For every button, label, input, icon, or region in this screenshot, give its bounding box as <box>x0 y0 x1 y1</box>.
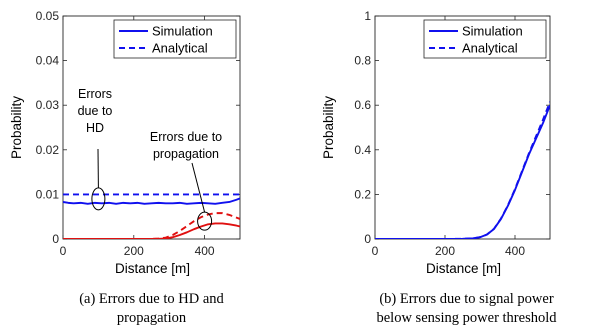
y-tick-label: 0 <box>52 232 59 246</box>
y-tick-label: 0 <box>364 232 371 246</box>
y-tick-label: 0.05 <box>36 9 60 23</box>
chart-a: 0 0.01 0.02 0.03 0.04 0.05 0 200 400 Distance [m]… <box>9 9 241 326</box>
annotation-prop-text: Errors due to <box>150 130 222 144</box>
series-line-hd-solid <box>63 197 240 205</box>
legend-label-analytical: Analytical <box>462 41 518 56</box>
chart-b: 0 0.2 0.4 0.6 0.8 1 0 200 400 Distance [m] Probabi… <box>321 9 557 326</box>
series-line-prop-dashed <box>63 212 240 239</box>
caption-line: (b) Errors due to signal power <box>379 291 554 307</box>
annotation-prop-ellipse <box>197 211 213 231</box>
annotation-hd-text: HD <box>86 121 104 135</box>
caption-line: (a) Errors due to HD and <box>79 291 224 307</box>
series-line-solid <box>375 104 550 239</box>
annotation-hd-ellipse <box>91 187 106 211</box>
series-line-dashed <box>375 101 550 239</box>
y-tick-label: 0.8 <box>354 54 371 68</box>
y-tick-label: 0.6 <box>354 98 371 112</box>
caption-line: below sensing power threshold <box>376 310 557 326</box>
legend-label-simulation: Simulation <box>152 24 213 39</box>
y-tick-label: 0.03 <box>36 98 60 112</box>
x-tick-label: 400 <box>195 244 215 258</box>
legend-box <box>423 19 547 59</box>
x-tick-label: 200 <box>435 244 455 258</box>
y-axis-label: Probability <box>321 96 336 159</box>
y-tick-label: 1 <box>364 9 371 23</box>
x-axis-label: Distance [m] <box>426 261 501 276</box>
legend-label-simulation: Simulation <box>462 24 523 39</box>
annotation-hd-text: due to <box>78 104 113 118</box>
x-axis-label: Distance [m] <box>115 261 190 276</box>
x-tick-label: 400 <box>505 244 525 258</box>
x-tick-label: 0 <box>60 244 67 258</box>
series-line-prop-solid <box>63 222 240 239</box>
y-tick-label: 0.02 <box>36 143 60 157</box>
y-tick-label: 0.04 <box>36 54 60 68</box>
y-tick-label: 0.4 <box>354 143 371 157</box>
x-tick-label: 200 <box>124 244 144 258</box>
y-tick-label: 0.01 <box>36 187 60 201</box>
annotation-prop-text: propagation <box>153 147 219 161</box>
y-axis-label: Probability <box>9 96 24 159</box>
legend-label-analytical: Analytical <box>152 41 208 56</box>
annotation-hd-text: Errors <box>78 87 112 101</box>
annotation-prop-pointer <box>191 162 206 213</box>
y-tick-label: 0.2 <box>354 187 371 201</box>
caption-line: propagation <box>117 310 187 326</box>
legend-box <box>113 19 237 59</box>
x-tick-label: 0 <box>372 244 379 258</box>
